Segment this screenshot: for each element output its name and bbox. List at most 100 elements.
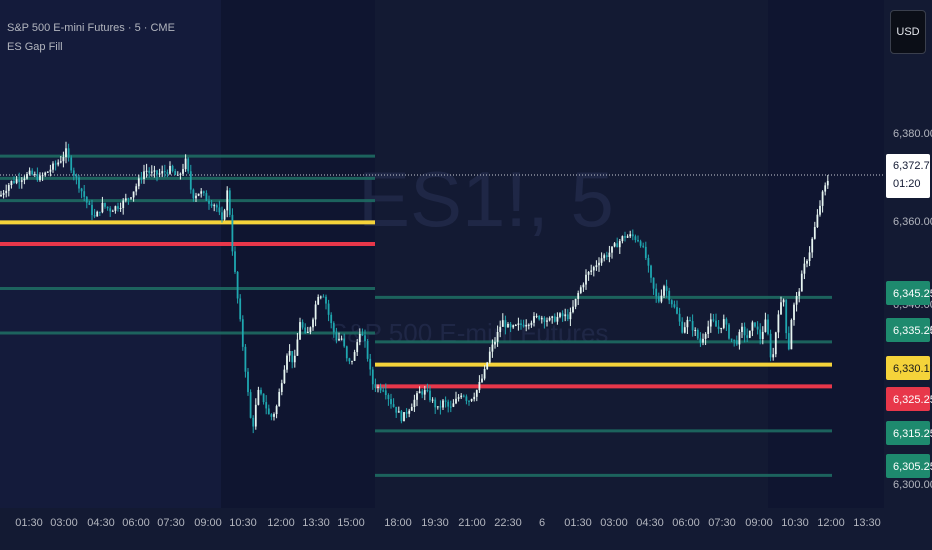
candle <box>795 291 798 312</box>
candle <box>676 300 678 315</box>
candle-body <box>709 319 712 327</box>
level-tag-3[interactable] <box>886 356 930 380</box>
candle-body <box>486 362 489 369</box>
candle <box>767 314 769 336</box>
x-tick-label: 10:30 <box>781 517 809 529</box>
candle-body <box>109 208 112 212</box>
candle-body <box>83 191 86 197</box>
level-tag-6[interactable] <box>886 454 930 478</box>
candle-body <box>644 246 647 259</box>
candle <box>231 208 234 256</box>
candle-body <box>239 298 242 320</box>
candle <box>202 190 205 196</box>
candle <box>507 322 509 328</box>
candle-body <box>148 170 151 173</box>
candle-body <box>306 331 309 333</box>
candle-body <box>751 322 754 331</box>
candle <box>735 335 738 346</box>
candle <box>517 317 520 331</box>
candle-body <box>49 169 52 172</box>
candle <box>322 294 325 298</box>
candle <box>608 245 611 263</box>
x-tick-label: 10:30 <box>229 517 257 529</box>
candle <box>119 202 122 212</box>
candle-body <box>379 386 382 391</box>
level-tag-1[interactable] <box>886 281 930 305</box>
level-tag-4[interactable] <box>886 387 930 411</box>
candle <box>288 344 291 362</box>
candle <box>46 171 49 173</box>
candle-body <box>767 319 769 334</box>
candle <box>176 171 179 176</box>
candle-body <box>270 414 273 417</box>
candle-body <box>494 341 496 345</box>
candle-body <box>345 346 348 359</box>
candle-body <box>288 350 291 356</box>
candle-body <box>252 417 255 427</box>
candle-body <box>663 286 665 296</box>
candle <box>782 298 785 307</box>
candle <box>260 387 262 396</box>
candle-body <box>585 274 587 285</box>
candle <box>174 168 177 176</box>
indicator-name[interactable]: ES Gap Fill <box>7 41 63 53</box>
candle-body <box>275 406 278 415</box>
candle-body <box>26 173 28 179</box>
candle <box>20 177 23 189</box>
level-tag-2[interactable] <box>886 318 930 342</box>
candle-body <box>226 190 229 211</box>
currency-button[interactable]: USD <box>890 10 926 54</box>
candle-body <box>574 298 577 307</box>
candle-body <box>689 319 691 322</box>
candle <box>228 187 231 218</box>
candle <box>163 164 166 178</box>
level-tag-5[interactable] <box>886 421 930 445</box>
candle-body <box>273 414 275 417</box>
candle-body <box>317 296 320 305</box>
candle <box>696 328 699 340</box>
candle <box>546 317 548 327</box>
candle <box>694 327 697 336</box>
candle <box>655 283 658 303</box>
candle <box>5 184 8 198</box>
candle <box>522 319 525 328</box>
candle-body <box>418 391 421 394</box>
candle <box>754 322 756 328</box>
candle <box>72 167 75 181</box>
candle-body <box>210 203 213 206</box>
candle <box>135 183 138 196</box>
candle <box>486 361 489 370</box>
candle <box>39 172 41 182</box>
candle <box>192 188 195 202</box>
candle <box>13 176 15 185</box>
candle <box>335 327 338 344</box>
candle <box>642 242 645 249</box>
candle <box>187 157 190 174</box>
candle <box>364 329 366 348</box>
candle <box>462 394 465 398</box>
candle-body <box>218 207 221 213</box>
candle-body <box>561 313 564 317</box>
candle <box>465 394 468 405</box>
time-axis[interactable] <box>0 508 884 550</box>
candle <box>205 190 208 202</box>
candle-body <box>366 341 369 359</box>
candle <box>171 164 174 173</box>
candle-body <box>743 326 746 336</box>
candle-body <box>501 320 504 327</box>
x-tick-label: 12:00 <box>817 517 845 529</box>
candle-body <box>2 193 5 195</box>
candle-body <box>499 326 502 332</box>
candle-body <box>590 270 593 272</box>
candle <box>353 349 356 362</box>
candle <box>813 221 816 240</box>
candle <box>629 230 632 238</box>
candle <box>681 317 684 334</box>
candle <box>702 333 704 346</box>
candle <box>93 208 96 219</box>
candle-body <box>621 236 624 242</box>
candle <box>673 300 676 309</box>
last-price-tag[interactable] <box>886 154 930 198</box>
